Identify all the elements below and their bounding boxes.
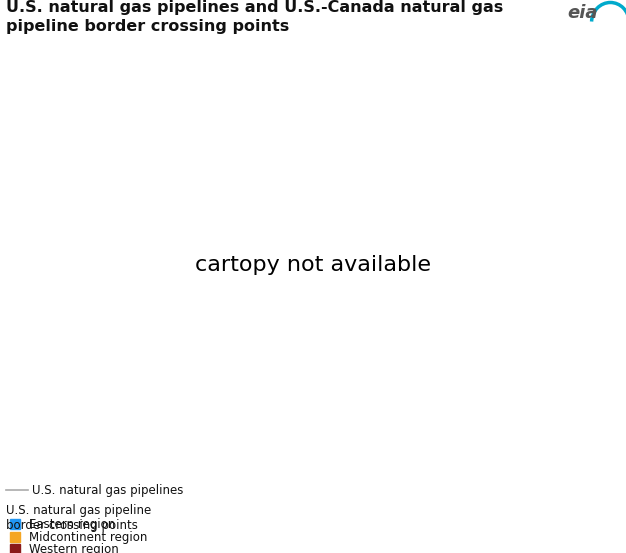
Text: Western region: Western region xyxy=(29,543,119,553)
Text: Midcontinent region: Midcontinent region xyxy=(29,531,147,544)
Text: Eastern region: Eastern region xyxy=(29,518,115,531)
Text: cartopy not available: cartopy not available xyxy=(195,255,431,275)
Text: eia: eia xyxy=(567,4,598,22)
Text: U.S. natural gas pipelines: U.S. natural gas pipelines xyxy=(32,484,183,497)
Text: U.S. natural gas pipeline
border crossing points: U.S. natural gas pipeline border crossin… xyxy=(6,504,151,532)
Text: U.S. natural gas pipelines and U.S.-Canada natural gas
pipeline border crossing : U.S. natural gas pipelines and U.S.-Cana… xyxy=(6,0,503,34)
